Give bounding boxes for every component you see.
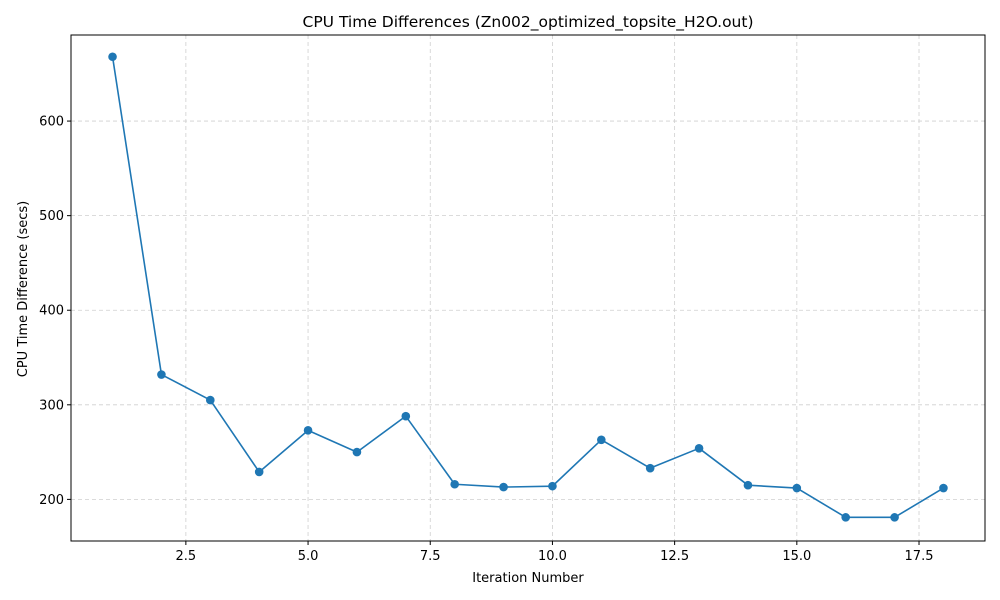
data-point (401, 411, 411, 421)
data-point (499, 482, 508, 492)
axes: 2.5 5.0 7.5 10.0 12.5 15.0 17.5 200 300 400 500 600 (39, 115, 933, 564)
y-tick-label: 500 (39, 209, 64, 224)
data-point (841, 513, 851, 522)
x-tick-label: 7.5 (420, 549, 441, 564)
x-tick-label: 5.0 (298, 549, 319, 564)
data-point (743, 480, 753, 490)
chart-title: CPU Time Differences (Zn002_optimized_to… (303, 13, 754, 32)
data-point (548, 481, 557, 491)
y-axis-label: CPU Time Difference (secs) (16, 201, 31, 378)
y-tick-label: 400 (39, 304, 64, 319)
series-layer (108, 52, 948, 522)
data-point (303, 426, 313, 435)
y-tick-label: 200 (39, 493, 64, 508)
y-tick-label: 300 (39, 398, 64, 413)
data-point (205, 395, 215, 405)
data-point (645, 463, 655, 473)
data-point (352, 447, 362, 457)
x-tick-label: 17.5 (905, 549, 934, 564)
data-point (939, 483, 948, 493)
data-point (450, 479, 459, 489)
x-tick-label: 2.5 (176, 549, 197, 564)
x-axis-label: Iteration Number (472, 571, 584, 586)
x-tick-label: 10.0 (538, 549, 567, 564)
y-tick-label: 600 (39, 115, 64, 130)
data-point (792, 483, 802, 493)
grid (71, 35, 985, 541)
data-point (157, 370, 166, 379)
data-point (254, 467, 264, 477)
data-point (890, 513, 899, 522)
plot-frame (70, 34, 986, 542)
data-point (597, 435, 606, 445)
data-point (694, 444, 704, 453)
series-line (111, 56, 944, 519)
x-tick-label: 12.5 (660, 549, 689, 564)
data-point (108, 52, 117, 62)
x-tick-label: 15.0 (782, 549, 811, 564)
